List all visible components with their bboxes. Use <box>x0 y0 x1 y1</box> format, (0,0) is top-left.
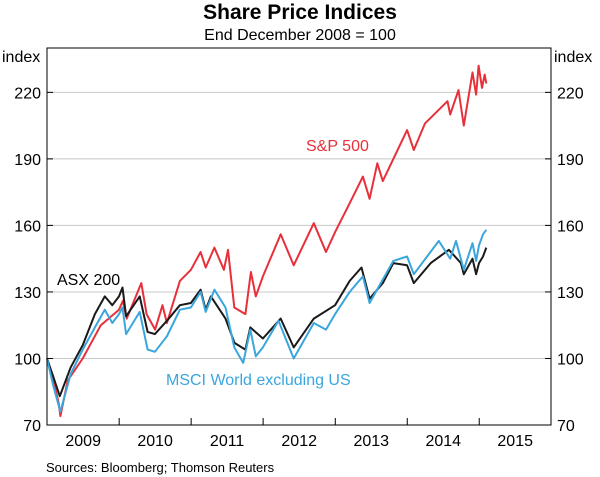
y-tick-label-left: 220 <box>14 85 41 102</box>
y-tick-label-right: 100 <box>557 351 584 368</box>
gridlines <box>47 91 551 359</box>
y-tick-label-right: 190 <box>557 152 584 169</box>
series-line-2 <box>46 229 488 413</box>
plot-border <box>46 47 552 426</box>
chart-subtitle: End December 2008 = 100 <box>204 27 396 44</box>
left-axis-unit-label: index <box>2 49 41 66</box>
y-tick-label-right: 160 <box>557 218 584 235</box>
series-line-0 <box>46 64 488 418</box>
plot-frame <box>46 47 552 426</box>
series-label-asx200: ASX 200 <box>57 272 120 289</box>
tick-labels: 70 70 100 100 130 130 160 160 190 190 220 220 2009 20… <box>14 85 584 450</box>
series-label-msci: MSCI World excluding US <box>166 372 351 389</box>
chart-title: Share Price Indices <box>203 1 397 24</box>
series-label-sp500: S&P 500 <box>306 138 369 155</box>
y-tick-label-left: 100 <box>14 351 41 368</box>
y-tick-label-right: 130 <box>557 285 584 302</box>
x-tick-label: 2012 <box>281 433 317 450</box>
tick-marks <box>47 91 551 426</box>
x-tick-label: 2009 <box>65 433 101 450</box>
y-tick-label-left: 130 <box>14 285 41 302</box>
y-tick-label-left: 160 <box>14 218 41 235</box>
series-lines <box>46 64 488 418</box>
y-tick-label-left: 190 <box>14 152 41 169</box>
y-tick-label-right: 220 <box>557 85 584 102</box>
x-tick-label: 2011 <box>210 433 245 450</box>
series-labels: S&P 500 ASX 200 MSCI World excluding US <box>57 138 369 389</box>
y-tick-label-right: 70 <box>557 418 575 435</box>
x-tick-label: 2013 <box>353 433 389 450</box>
right-axis-unit-label: index <box>554 49 593 66</box>
x-tick-label: 2015 <box>497 433 533 450</box>
source-note: Sources: Bloomberg; Thomson Reuters <box>46 460 275 475</box>
x-tick-label: 2014 <box>425 433 461 450</box>
y-tick-label-left: 70 <box>23 418 41 435</box>
x-tick-label: 2010 <box>137 433 173 450</box>
